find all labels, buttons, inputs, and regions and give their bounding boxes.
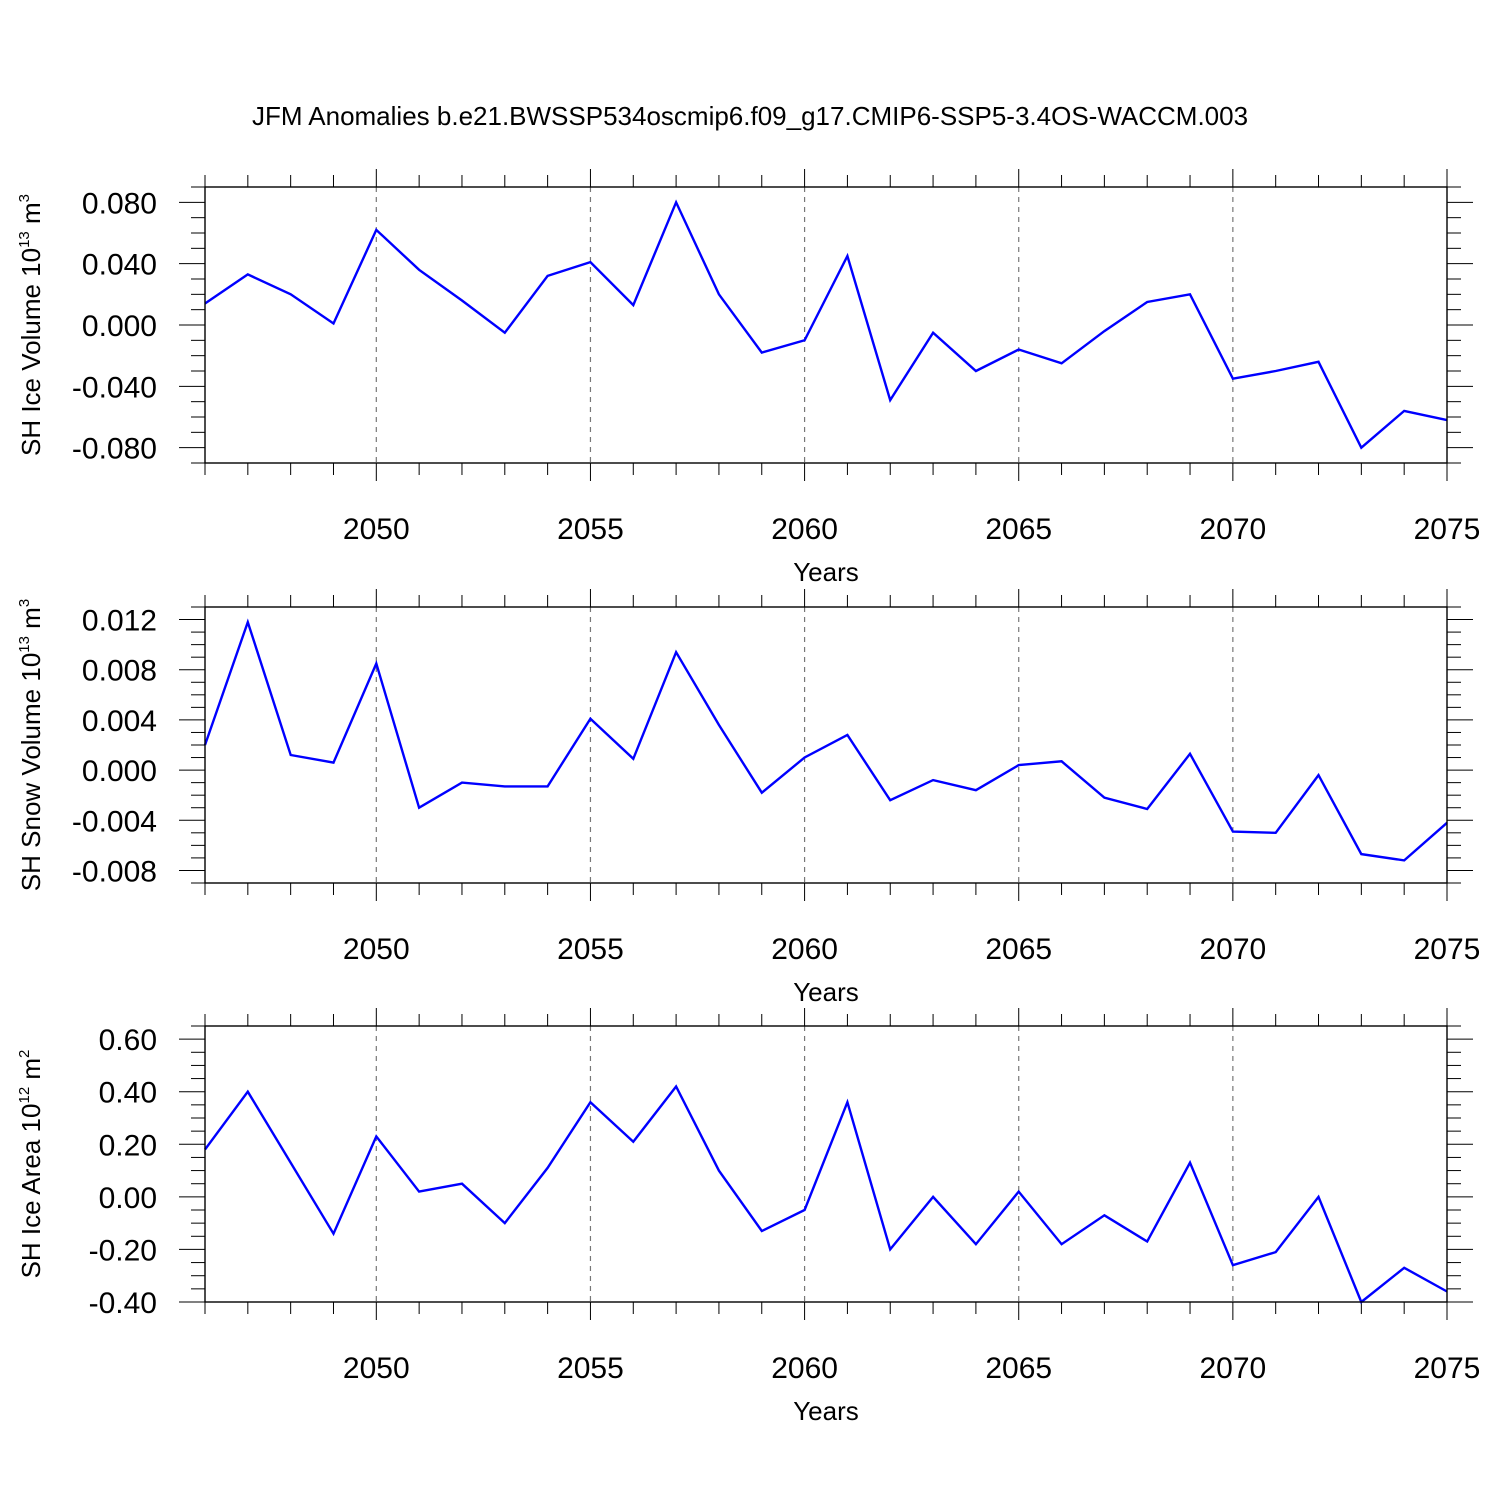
panel-3: 0.60 0.40 0.20 0.00 -0.20 -0.40 2050 2055 2060 20… [16, 1008, 1480, 1426]
x-tick-label: 2065 [985, 933, 1052, 966]
x-tick-label: 2070 [1199, 933, 1266, 966]
y-tick-label: 0.000 [82, 310, 157, 343]
x-tick-label: 2070 [1199, 513, 1266, 546]
x-tick-label: 2060 [771, 933, 838, 966]
y-axis-label-unit-exponent: 3 [16, 194, 33, 202]
y-tick-label: 0.40 [99, 1077, 157, 1110]
y-axis-label-unit: m [16, 607, 46, 636]
y-axis-label-text: SH Ice Volume 10 [16, 248, 46, 456]
y-axis-label-text: SH Snow Volume 10 [16, 653, 46, 891]
x-axis-label: Years [793, 1396, 859, 1426]
y-tick-label: 0.040 [82, 249, 157, 282]
x-tick-label: 2060 [771, 513, 838, 546]
y-tick-label: 0.000 [82, 755, 157, 788]
y-axis-label: SH Snow Volume 1013 m3 [16, 599, 46, 891]
x-axis-label: Years [793, 977, 859, 1007]
x-axis-label: Years [793, 557, 859, 587]
panels: 0.080 0.040 0.000 -0.040 -0.080 2050 2055 2060 2… [16, 169, 1480, 1426]
y-axis-label-exponent: 13 [16, 231, 33, 248]
figure-title: JFM Anomalies b.e21.BWSSP534oscmip6.f09_… [252, 101, 1248, 131]
x-tick-label: 2065 [985, 1352, 1052, 1385]
y-axis-label-text: SH Ice Area 10 [16, 1104, 46, 1279]
y-tick-label: -0.080 [72, 433, 157, 466]
y-tick-label: -0.20 [89, 1234, 157, 1267]
x-tick-label: 2055 [557, 933, 624, 966]
x-tick-label: 2075 [1414, 933, 1481, 966]
x-tick-label: 2070 [1199, 1352, 1266, 1385]
y-tick-label: 0.012 [82, 605, 157, 638]
series-line [204, 1084, 1448, 1304]
plot-frame [204, 1025, 1448, 1303]
series-line [203, 618, 1448, 862]
y-tick-label: -0.004 [72, 805, 157, 838]
y-tick-label: 0.004 [82, 705, 157, 738]
panel-1: 0.080 0.040 0.000 -0.040 -0.080 2050 2055 2060 2… [16, 169, 1480, 587]
y-axis-label-unit-exponent: 2 [16, 1050, 33, 1058]
x-tick-label: 2075 [1414, 1352, 1481, 1385]
y-tick-label: 0.008 [82, 655, 157, 688]
y-tick-label: -0.040 [72, 371, 157, 404]
x-tick-label: 2055 [557, 513, 624, 546]
y-tick-label: 0.20 [99, 1129, 157, 1162]
y-tick-label: 0.080 [82, 187, 157, 220]
y-axis-label-unit: m [16, 202, 46, 231]
x-tick-label: 2055 [557, 1352, 624, 1385]
y-axis-label-exponent: 13 [16, 636, 33, 653]
y-axis-label: SH Ice Volume 1013 m3 [16, 194, 46, 456]
x-tick-label: 2075 [1414, 513, 1481, 546]
y-axis-label-exponent: 12 [16, 1087, 33, 1104]
y-tick-label: 0.60 [99, 1024, 157, 1057]
panel-2: 0.012 0.008 0.004 0.000 -0.004 -0.008 2050 2055… [16, 589, 1480, 1007]
y-tick-label: 0.00 [99, 1182, 157, 1215]
x-tick-label: 2050 [343, 513, 410, 546]
y-axis-label: SH Ice Area 1012 m2 [16, 1050, 46, 1279]
x-tick-label: 2050 [343, 1352, 410, 1385]
y-tick-label: -0.40 [89, 1287, 157, 1320]
y-axis-label-unit-exponent: 3 [16, 599, 33, 607]
x-tick-label: 2065 [985, 513, 1052, 546]
y-tick-label: -0.008 [72, 855, 157, 888]
x-tick-label: 2050 [343, 933, 410, 966]
plot-frame [204, 606, 1448, 884]
x-tick-label: 2060 [771, 1352, 838, 1385]
series-line [204, 199, 1448, 450]
plot-frame [204, 186, 1448, 464]
y-axis-label-unit: m [16, 1058, 46, 1087]
